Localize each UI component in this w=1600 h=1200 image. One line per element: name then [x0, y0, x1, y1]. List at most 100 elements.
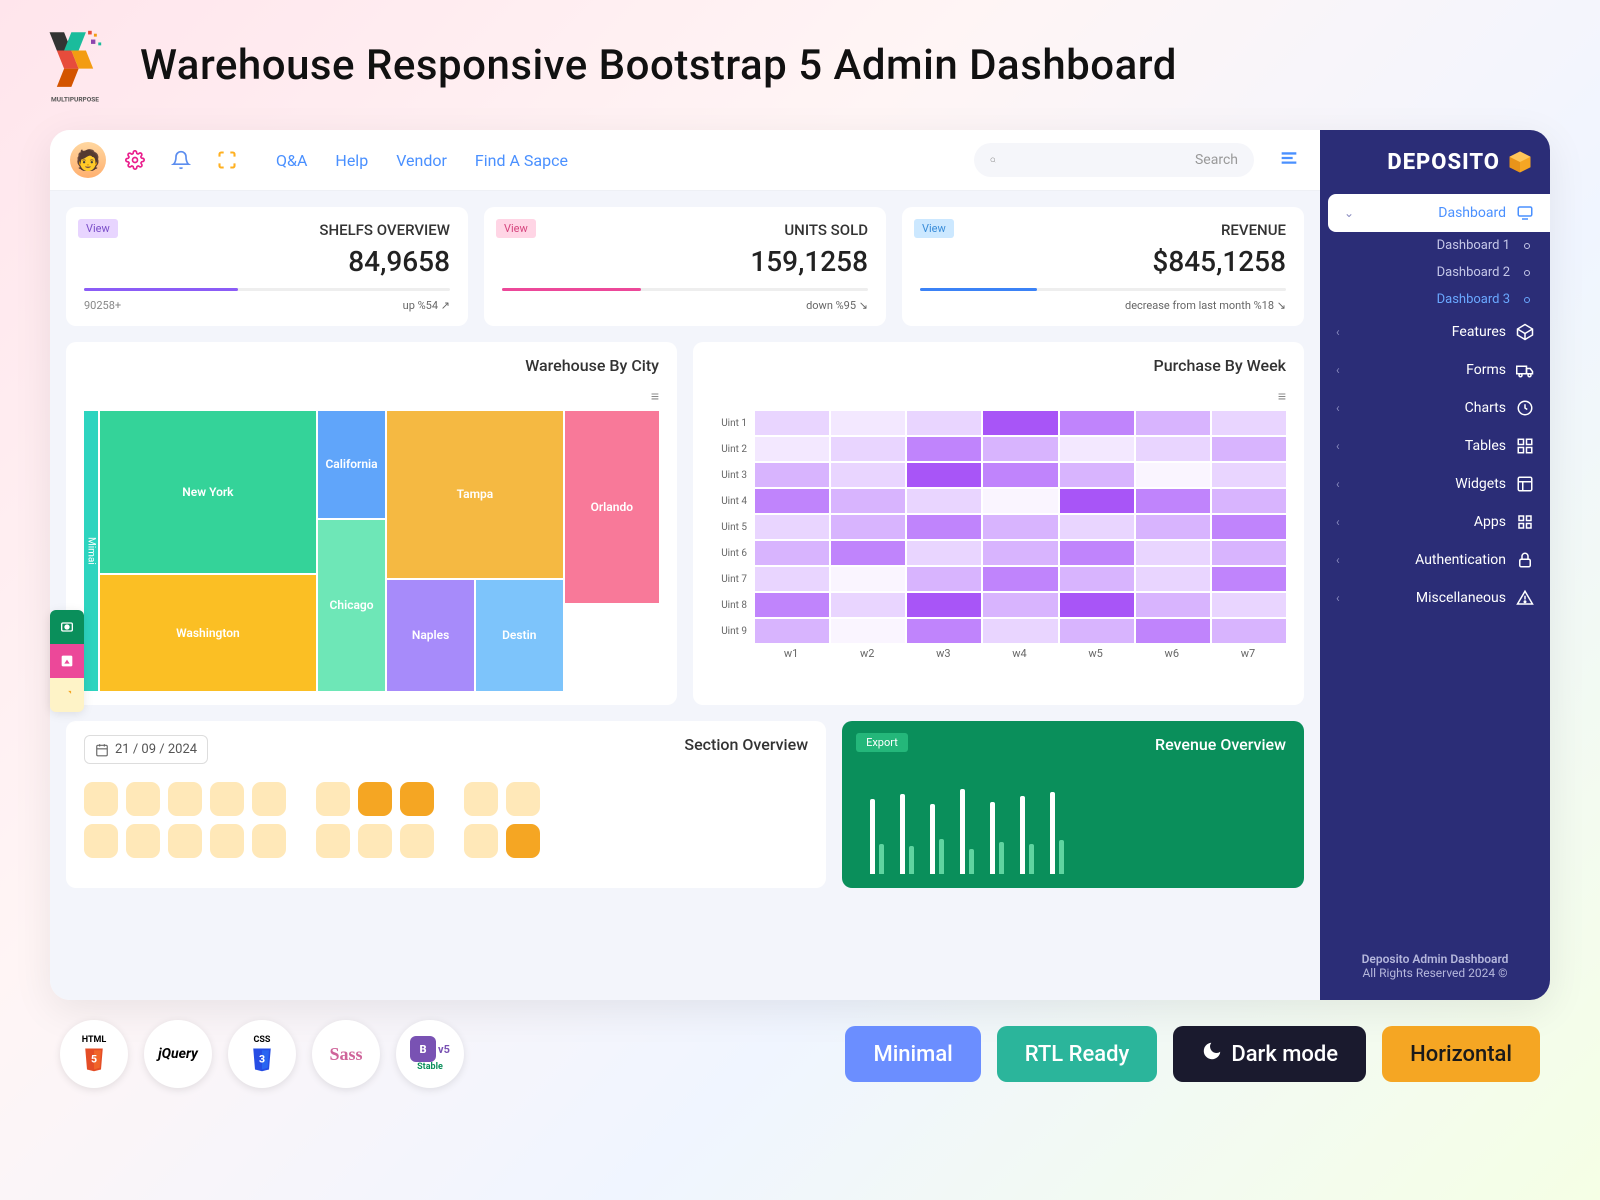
hm-cell[interactable]: [1212, 593, 1286, 617]
hm-cell[interactable]: [1060, 437, 1134, 461]
hm-cell[interactable]: [1060, 541, 1134, 565]
search-box[interactable]: Search: [974, 143, 1254, 177]
tm-chicago[interactable]: Chicago: [318, 520, 385, 691]
nav-qa[interactable]: Q&A: [276, 151, 307, 170]
section-box[interactable]: [168, 824, 202, 858]
section-box[interactable]: [464, 824, 498, 858]
tm-newyork[interactable]: New York: [100, 411, 316, 573]
hm-cell[interactable]: [1212, 567, 1286, 591]
sidebar-item-dashboard[interactable]: ⌄Dashboard: [1328, 194, 1550, 232]
hm-cell[interactable]: [1060, 567, 1134, 591]
hm-cell[interactable]: [755, 489, 829, 513]
hm-cell[interactable]: [1212, 515, 1286, 539]
menu-toggle-icon[interactable]: [1278, 147, 1300, 173]
avatar[interactable]: 🧑: [70, 142, 106, 178]
tm-destin[interactable]: Destin: [476, 580, 563, 691]
hm-cell[interactable]: [1212, 411, 1286, 435]
nav-help[interactable]: Help: [335, 151, 368, 170]
hm-cell[interactable]: [983, 411, 1057, 435]
nav-vendor[interactable]: Vendor: [396, 151, 447, 170]
hm-cell[interactable]: [1136, 619, 1210, 643]
section-box[interactable]: [252, 824, 286, 858]
hm-cell[interactable]: [1136, 411, 1210, 435]
view-tag[interactable]: View: [496, 219, 536, 238]
hm-cell[interactable]: [831, 437, 905, 461]
hm-cell[interactable]: [1136, 489, 1210, 513]
hm-cell[interactable]: [1060, 463, 1134, 487]
hm-cell[interactable]: [755, 411, 829, 435]
sidebar-sub-dashboard-1[interactable]: Dashboard 1: [1320, 232, 1550, 259]
hm-cell[interactable]: [831, 489, 905, 513]
section-box[interactable]: [506, 824, 540, 858]
sidebar-item-charts[interactable]: ‹Charts: [1320, 389, 1550, 427]
hm-cell[interactable]: [755, 567, 829, 591]
hm-cell[interactable]: [907, 515, 981, 539]
view-tag[interactable]: View: [914, 219, 954, 238]
hm-cell[interactable]: [907, 437, 981, 461]
section-box[interactable]: [358, 782, 392, 816]
tag-dark-mode[interactable]: Dark mode: [1173, 1026, 1366, 1082]
hm-cell[interactable]: [1060, 489, 1134, 513]
sidebar-item-widgets[interactable]: ‹Widgets: [1320, 465, 1550, 503]
hm-cell[interactable]: [831, 619, 905, 643]
hm-cell[interactable]: [1212, 489, 1286, 513]
hm-cell[interactable]: [983, 593, 1057, 617]
hm-cell[interactable]: [983, 619, 1057, 643]
hm-cell[interactable]: [831, 593, 905, 617]
hm-cell[interactable]: [907, 593, 981, 617]
tag-minimal[interactable]: Minimal: [845, 1026, 980, 1082]
hm-cell[interactable]: [907, 463, 981, 487]
hm-cell[interactable]: [983, 437, 1057, 461]
search-input[interactable]: [996, 151, 1195, 169]
date-picker[interactable]: 21 / 09 / 2024: [84, 735, 208, 764]
sidebar-item-tables[interactable]: ‹Tables: [1320, 427, 1550, 465]
hm-cell[interactable]: [1136, 437, 1210, 461]
sidebar-item-apps[interactable]: ‹Apps: [1320, 503, 1550, 541]
hm-cell[interactable]: [1136, 593, 1210, 617]
float-btn-2[interactable]: [50, 644, 84, 678]
tm-california[interactable]: California: [318, 411, 385, 518]
hm-cell[interactable]: [907, 619, 981, 643]
hm-cell[interactable]: [831, 463, 905, 487]
sidebar-sub-dashboard-2[interactable]: Dashboard 2: [1320, 259, 1550, 286]
hm-cell[interactable]: [755, 619, 829, 643]
hm-cell[interactable]: [1212, 463, 1286, 487]
section-box[interactable]: [84, 824, 118, 858]
hm-cell[interactable]: [1212, 437, 1286, 461]
section-box[interactable]: [464, 782, 498, 816]
section-box[interactable]: [400, 824, 434, 858]
hm-cell[interactable]: [907, 567, 981, 591]
hm-cell[interactable]: [907, 411, 981, 435]
hm-cell[interactable]: [1060, 619, 1134, 643]
hm-cell[interactable]: [755, 437, 829, 461]
section-box[interactable]: [252, 782, 286, 816]
hm-cell[interactable]: [755, 515, 829, 539]
hm-cell[interactable]: [1136, 567, 1210, 591]
section-box[interactable]: [400, 782, 434, 816]
hm-cell[interactable]: [907, 541, 981, 565]
hm-cell[interactable]: [1212, 619, 1286, 643]
bell-icon[interactable]: [164, 143, 198, 177]
hm-cell[interactable]: [755, 593, 829, 617]
brand[interactable]: DEPOSITO: [1320, 130, 1550, 194]
nav-findspace[interactable]: Find A Sapce: [475, 151, 568, 170]
section-box[interactable]: [126, 824, 160, 858]
section-box[interactable]: [316, 782, 350, 816]
section-box[interactable]: [126, 782, 160, 816]
hm-cell[interactable]: [755, 463, 829, 487]
fullscreen-icon[interactable]: [210, 143, 244, 177]
float-btn-3[interactable]: [50, 678, 84, 712]
sidebar-item-features[interactable]: ‹Features: [1320, 313, 1550, 351]
chart-menu-icon[interactable]: ≡: [1278, 388, 1286, 405]
hm-cell[interactable]: [983, 463, 1057, 487]
hm-cell[interactable]: [907, 489, 981, 513]
hm-cell[interactable]: [1060, 515, 1134, 539]
tag-rtl-ready[interactable]: RTL Ready: [997, 1026, 1158, 1082]
sidebar-item-authentication[interactable]: ‹Authentication: [1320, 541, 1550, 579]
hm-cell[interactable]: [983, 489, 1057, 513]
sidebar-item-forms[interactable]: ‹Forms: [1320, 351, 1550, 389]
tag-horizontal[interactable]: Horizontal: [1382, 1026, 1540, 1082]
tm-tampa[interactable]: Tampa: [387, 411, 562, 578]
chart-menu-icon[interactable]: ≡: [651, 388, 659, 405]
hm-cell[interactable]: [1136, 541, 1210, 565]
